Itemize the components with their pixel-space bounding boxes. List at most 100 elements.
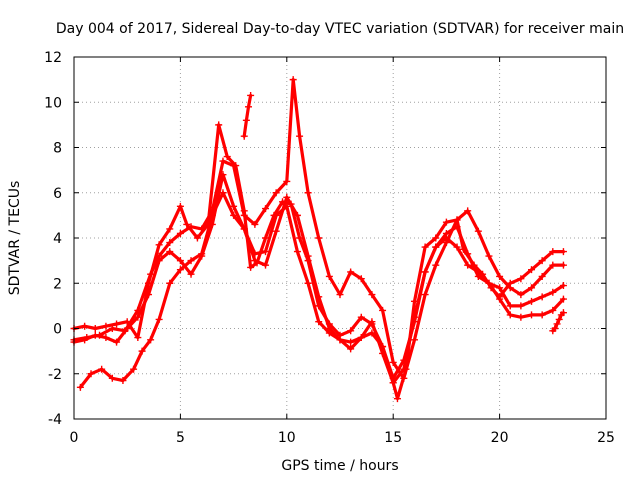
data-point-marker [453, 223, 461, 231]
data-point-marker [453, 243, 461, 251]
data-point-marker [464, 261, 472, 269]
data-point-marker [251, 250, 259, 258]
data-point-marker [336, 336, 344, 344]
data-point-marker [242, 116, 250, 124]
data-point-marker [336, 291, 344, 299]
y-axis-label: SDTVAR / TECUs [7, 181, 23, 296]
data-point-marker [113, 338, 121, 346]
data-point-marker [357, 275, 365, 283]
data-point-marker [325, 329, 333, 337]
data-point-marker [442, 234, 450, 242]
ticks: 0 5 10 15 20 25 -4 -2 0 2 4 6 8 10 12 [44, 50, 615, 446]
data-point-marker [400, 374, 408, 382]
data-point-marker [549, 288, 557, 296]
data-point-marker [400, 365, 408, 373]
series-trace-5 [240, 91, 255, 140]
data-point-marker [293, 211, 301, 219]
data-point-marker [262, 248, 270, 256]
data-point-marker [272, 211, 280, 219]
data-point-marker [485, 279, 493, 287]
data-point-marker [193, 234, 201, 242]
data-point-marker [155, 241, 163, 249]
data-point-marker [357, 334, 365, 342]
data-point-marker [240, 211, 248, 219]
data-point-marker [432, 234, 440, 242]
data-point-marker [357, 313, 365, 321]
data-point-marker [421, 268, 429, 276]
data-point-marker [183, 220, 191, 228]
data-point-marker [147, 270, 155, 278]
data-point-marker [134, 313, 142, 321]
data-point-marker [517, 291, 525, 299]
data-point-marker [113, 320, 121, 328]
data-point-marker [102, 322, 110, 330]
data-point-marker [517, 313, 525, 321]
series-line-5 [242, 93, 253, 138]
data-point-marker [187, 270, 195, 278]
data-point-marker [549, 306, 557, 314]
data-point-marker [108, 325, 116, 332]
data-point-marker [91, 325, 99, 332]
data-point-marker [166, 279, 174, 287]
data-point-marker [485, 252, 493, 260]
data-point-marker [496, 295, 504, 303]
data-point-marker [155, 315, 163, 323]
data-point-marker [559, 261, 567, 269]
data-point-marker [134, 334, 142, 342]
data-point-marker [123, 325, 131, 332]
series-trace-6 [549, 309, 567, 335]
data-point-marker [528, 266, 536, 274]
y-tick-label: 4 [53, 231, 62, 247]
data-point-marker [506, 302, 514, 310]
x-tick-label: 20 [491, 430, 509, 446]
data-point-marker [155, 257, 163, 265]
data-point-marker [506, 284, 514, 292]
data-point-marker [166, 248, 174, 256]
y-tick-label: 6 [53, 186, 62, 202]
data-point-marker [410, 336, 418, 344]
data-point-marker [208, 211, 216, 219]
y-tick-label: 10 [44, 95, 62, 111]
data-point-marker [176, 229, 184, 237]
x-tick-label: 10 [278, 430, 296, 446]
data-point-marker [528, 284, 536, 292]
y-tick-label: 8 [53, 141, 62, 157]
data-point-marker [108, 374, 116, 382]
data-point-marker [432, 243, 440, 251]
data-point-marker [176, 257, 184, 265]
data-point-marker [549, 248, 557, 256]
data-point-marker [432, 261, 440, 269]
data-point-marker [304, 279, 312, 287]
data-point-marker [368, 329, 376, 337]
data-point-marker [293, 248, 301, 256]
data-point-marker [247, 91, 255, 99]
data-point-marker [102, 334, 110, 342]
data-point-marker [553, 320, 561, 328]
data-point-marker [325, 272, 333, 280]
data-point-marker [549, 261, 557, 269]
data-point-marker [389, 358, 397, 366]
data-point-marker [130, 365, 138, 373]
data-point-marker [240, 225, 248, 233]
data-point-marker [474, 227, 482, 235]
data-point-marker [551, 325, 559, 332]
data-point-marker [517, 275, 525, 283]
series-line-2 [72, 77, 566, 380]
data-point-marker [368, 291, 376, 299]
data-point-marker [230, 202, 238, 210]
data-point-marker [247, 263, 255, 271]
data-point-marker [464, 207, 472, 215]
data-point-marker [442, 218, 450, 226]
data-point-marker [347, 327, 355, 335]
data-point-marker [138, 347, 146, 355]
data-point-marker [251, 257, 259, 265]
data-point-marker [559, 309, 567, 317]
data-point-marker [528, 297, 536, 305]
data-point-marker [272, 189, 280, 197]
y-tick-label: -4 [48, 412, 62, 428]
data-point-marker [421, 291, 429, 299]
y-tick-label: 2 [53, 276, 62, 292]
data-point-marker [474, 268, 482, 276]
data-point-marker [304, 189, 312, 197]
